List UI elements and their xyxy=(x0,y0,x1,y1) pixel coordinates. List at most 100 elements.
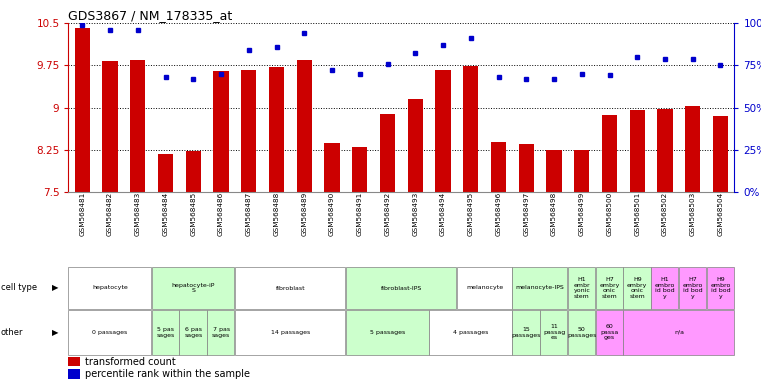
Text: GSM568499: GSM568499 xyxy=(579,192,584,236)
Bar xyxy=(130,60,145,192)
Text: hepatocyte-iP
S: hepatocyte-iP S xyxy=(172,283,215,293)
Text: ▶: ▶ xyxy=(52,283,59,293)
Text: melanocyte: melanocyte xyxy=(466,285,503,291)
Text: other: other xyxy=(1,328,24,337)
Bar xyxy=(519,144,534,192)
Text: 0 passages: 0 passages xyxy=(93,329,128,335)
Text: ▶: ▶ xyxy=(52,328,59,337)
Bar xyxy=(75,28,90,192)
Text: GSM568495: GSM568495 xyxy=(468,192,474,236)
Text: GSM568497: GSM568497 xyxy=(524,192,530,236)
Bar xyxy=(103,61,118,192)
FancyBboxPatch shape xyxy=(707,267,734,309)
Text: GSM568504: GSM568504 xyxy=(718,192,724,236)
FancyBboxPatch shape xyxy=(235,267,345,309)
FancyBboxPatch shape xyxy=(68,310,151,355)
Text: transformed count: transformed count xyxy=(85,357,176,367)
FancyBboxPatch shape xyxy=(346,267,457,309)
FancyBboxPatch shape xyxy=(346,310,428,355)
FancyBboxPatch shape xyxy=(623,267,651,309)
Text: GSM568483: GSM568483 xyxy=(135,192,141,236)
Text: GSM568481: GSM568481 xyxy=(79,192,85,236)
FancyBboxPatch shape xyxy=(623,310,734,355)
FancyBboxPatch shape xyxy=(596,267,622,309)
Text: H7
embry
onic
stem: H7 embry onic stem xyxy=(600,277,619,299)
Text: GSM568486: GSM568486 xyxy=(218,192,224,236)
Text: 11
passag
es: 11 passag es xyxy=(543,324,565,341)
FancyBboxPatch shape xyxy=(68,267,151,309)
Bar xyxy=(685,106,700,192)
Bar xyxy=(713,116,728,192)
Text: GSM568494: GSM568494 xyxy=(440,192,446,236)
Text: GSM568487: GSM568487 xyxy=(246,192,252,236)
Bar xyxy=(158,154,174,192)
Bar xyxy=(380,114,395,192)
Bar xyxy=(408,99,423,192)
Bar xyxy=(546,150,562,192)
Text: 14 passages: 14 passages xyxy=(271,329,310,335)
Bar xyxy=(68,369,81,379)
Text: H1
embro
id bod
y: H1 embro id bod y xyxy=(654,277,675,299)
Text: H9
embro
id bod
y: H9 embro id bod y xyxy=(710,277,731,299)
FancyBboxPatch shape xyxy=(151,310,179,355)
Bar xyxy=(658,109,673,192)
FancyBboxPatch shape xyxy=(151,267,234,309)
Text: GSM568503: GSM568503 xyxy=(689,192,696,236)
FancyBboxPatch shape xyxy=(512,267,568,309)
FancyBboxPatch shape xyxy=(180,310,207,355)
Text: GSM568501: GSM568501 xyxy=(634,192,640,236)
FancyBboxPatch shape xyxy=(651,267,678,309)
Text: GSM568488: GSM568488 xyxy=(273,192,279,236)
Bar xyxy=(186,151,201,192)
Text: percentile rank within the sample: percentile rank within the sample xyxy=(85,369,250,379)
Text: GSM568484: GSM568484 xyxy=(163,192,169,236)
Text: 5 passages: 5 passages xyxy=(370,329,405,335)
Bar xyxy=(491,142,506,192)
FancyBboxPatch shape xyxy=(457,267,512,309)
Text: GSM568498: GSM568498 xyxy=(551,192,557,236)
Text: GSM568500: GSM568500 xyxy=(607,192,613,236)
FancyBboxPatch shape xyxy=(568,267,595,309)
FancyBboxPatch shape xyxy=(679,267,706,309)
Text: n/a: n/a xyxy=(674,329,684,335)
Text: 15
passages: 15 passages xyxy=(511,327,541,338)
Text: cell type: cell type xyxy=(1,283,37,293)
Text: fibroblast: fibroblast xyxy=(275,285,305,291)
Text: H9
embry
onic
stem: H9 embry onic stem xyxy=(627,277,648,299)
FancyBboxPatch shape xyxy=(540,310,568,355)
Text: GSM568502: GSM568502 xyxy=(662,192,668,236)
Text: H7
embro
id bod
y: H7 embro id bod y xyxy=(683,277,703,299)
Bar xyxy=(324,143,339,192)
Bar xyxy=(463,66,479,192)
Bar xyxy=(297,60,312,192)
FancyBboxPatch shape xyxy=(235,310,345,355)
FancyBboxPatch shape xyxy=(568,310,595,355)
Text: GSM568491: GSM568491 xyxy=(357,192,363,236)
Bar xyxy=(574,150,590,192)
Text: GSM568496: GSM568496 xyxy=(495,192,501,236)
FancyBboxPatch shape xyxy=(207,310,234,355)
Text: GSM568492: GSM568492 xyxy=(384,192,390,236)
Bar xyxy=(269,67,284,192)
Text: GSM568490: GSM568490 xyxy=(329,192,335,236)
Text: fibroblast-IPS: fibroblast-IPS xyxy=(380,285,422,291)
Text: H1
embr
yonic
stem: H1 embr yonic stem xyxy=(573,277,591,299)
Text: 6 pas
sages: 6 pas sages xyxy=(184,327,202,338)
Text: GSM568482: GSM568482 xyxy=(107,192,113,236)
FancyBboxPatch shape xyxy=(429,310,512,355)
Text: 7 pas
sages: 7 pas sages xyxy=(212,327,231,338)
Bar xyxy=(352,147,368,192)
Bar xyxy=(435,70,451,192)
Bar xyxy=(68,357,81,366)
Text: 4 passages: 4 passages xyxy=(453,329,489,335)
Bar xyxy=(629,110,645,192)
Text: 50
passages: 50 passages xyxy=(567,327,597,338)
Bar xyxy=(213,71,229,192)
FancyBboxPatch shape xyxy=(596,310,622,355)
Text: GSM568489: GSM568489 xyxy=(301,192,307,236)
Text: melanocyte-IPS: melanocyte-IPS xyxy=(516,285,565,291)
Bar xyxy=(241,70,256,192)
Text: GSM568493: GSM568493 xyxy=(412,192,419,236)
Text: 60
passa
ges: 60 passa ges xyxy=(600,324,619,341)
Text: hepatocyte: hepatocyte xyxy=(92,285,128,291)
